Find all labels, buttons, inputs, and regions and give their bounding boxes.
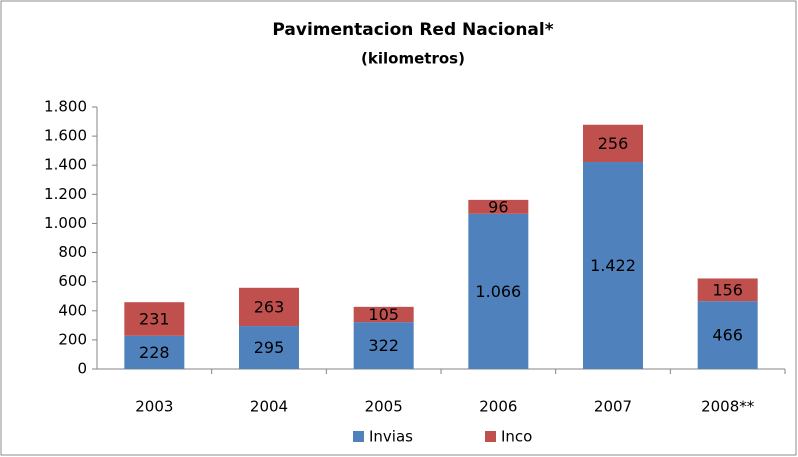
legend-label: Invias (369, 428, 413, 446)
data-label: 295 (254, 338, 285, 357)
legend-swatch (353, 431, 364, 442)
bar-segment (124, 335, 185, 369)
x-tick-label: 2005 (365, 398, 403, 416)
y-tick-label: 400 (58, 301, 87, 319)
data-label: 96 (488, 197, 508, 216)
y-tick-label: 600 (58, 272, 87, 290)
x-tick-label: 2007 (594, 398, 632, 416)
bar-segment (353, 322, 414, 369)
bar-segment (239, 326, 299, 369)
data-label: 231 (139, 310, 170, 329)
bar-segment (468, 213, 529, 369)
bar-segment (353, 306, 414, 323)
x-tick-label: 2008** (701, 398, 755, 416)
bar-segment (239, 287, 299, 327)
data-label: 156 (712, 280, 743, 299)
bar-segment (697, 301, 758, 369)
chart-subtitle: (kilometros) (361, 50, 465, 68)
bar-segment (583, 124, 643, 163)
y-tick-label: 1.000 (44, 214, 87, 232)
data-label: 105 (368, 305, 399, 324)
chart-title: Pavimentacion Red Nacional* (272, 20, 553, 40)
bar-segment (468, 199, 529, 214)
x-tick-label: 2004 (250, 398, 288, 416)
y-tick-label: 1.600 (44, 127, 87, 145)
legend-swatch (485, 431, 496, 442)
data-label: 1.422 (590, 256, 636, 275)
bar-segment (583, 162, 643, 369)
y-tick-label: 0 (77, 360, 87, 378)
data-label: 263 (254, 297, 285, 316)
data-label: 228 (139, 343, 170, 362)
bar-segment (697, 278, 758, 302)
x-tick-label: 2003 (135, 398, 173, 416)
data-label: 466 (712, 326, 743, 345)
x-tick-label: 2006 (479, 398, 517, 416)
data-label: 256 (598, 134, 629, 153)
data-label: 322 (368, 336, 399, 355)
bar-segment (124, 302, 185, 336)
y-tick-label: 1.400 (44, 156, 87, 174)
y-tick-label: 200 (58, 330, 87, 348)
y-tick-label: 800 (58, 243, 87, 261)
y-tick-label: 1.200 (44, 185, 87, 203)
y-tick-label: 1.800 (44, 98, 87, 116)
data-label: 1.066 (475, 282, 521, 301)
legend-label: Inco (501, 428, 532, 446)
